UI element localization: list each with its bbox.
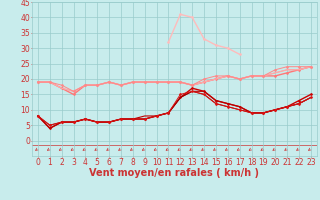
X-axis label: Vent moyen/en rafales ( km/h ): Vent moyen/en rafales ( km/h ) (89, 168, 260, 178)
